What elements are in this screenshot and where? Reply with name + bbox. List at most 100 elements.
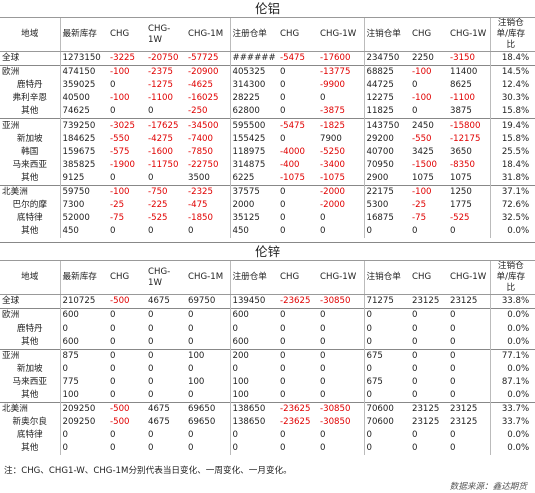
value-cell: 100 xyxy=(232,376,249,387)
value-cell: 0 xyxy=(318,225,365,239)
value-cell: 875 xyxy=(60,348,108,363)
value-cell: 405325 xyxy=(230,65,278,80)
header-cell: CHG-1W xyxy=(318,17,365,52)
value-cell: -4275 xyxy=(148,133,173,144)
value-cell: 59750 xyxy=(60,184,108,200)
data-row: 新加坡 0 0 0 0 0 0 0 0 0 0 0.0% xyxy=(0,362,535,376)
value-cell: -100 xyxy=(108,65,146,80)
value-cell: 23125 xyxy=(448,402,491,417)
value-cell: 0 xyxy=(318,375,365,389)
value-cell: 0 xyxy=(62,323,68,334)
value-cell: 3500 xyxy=(186,171,231,186)
value-cell: 0 xyxy=(412,363,418,374)
value-cell: 450 xyxy=(232,226,249,237)
data-row: 北美洲 209250 -500 4675 69650 138650 -23625 -30850… xyxy=(0,402,535,417)
value-cell: -15800 xyxy=(448,118,491,133)
value-cell: 0.0% xyxy=(490,308,535,323)
value-cell: 0 xyxy=(280,200,286,211)
value-cell: 12275 xyxy=(366,93,394,104)
value-cell: 0 xyxy=(448,225,491,239)
value-cell: 0 xyxy=(366,430,372,441)
value-cell: 600 xyxy=(232,336,249,347)
value-cell: 0 xyxy=(146,348,186,363)
header-row: 地域 最新库存 CHG CHG-1W CHG-1M 注册仓单 CHG CHG-1W 注销仓单 CH… xyxy=(0,260,535,296)
value-cell: -500 xyxy=(108,402,146,417)
header-cell: CHG-1W xyxy=(318,260,365,296)
data-row: 亚洲 739250 -3025 -17625 -34500 595500 -5475 -182… xyxy=(0,118,535,133)
aluminum-table: 伦铝 地域 最新库存 CHG CHG-1W CHG-1M 注册仓单 CHG CHG-1W 注销仓单… xyxy=(0,0,535,239)
value-cell: -3875 xyxy=(318,105,365,119)
value-cell: 0 xyxy=(412,376,418,387)
value-cell: 0 xyxy=(186,322,231,336)
value-cell: -9900 xyxy=(318,79,365,93)
data-row: 其他 100 0 0 0 100 0 0 0 0 0 0.0% xyxy=(0,388,535,403)
value-cell: -2000 xyxy=(318,184,365,200)
section-title: 伦锌 xyxy=(0,242,535,262)
value-cell: 184625 xyxy=(62,133,96,144)
value-cell: 0 xyxy=(110,226,116,237)
value-cell: 2900 xyxy=(366,172,389,183)
value-cell: -525 xyxy=(148,213,168,224)
value-cell: 0 xyxy=(366,363,372,374)
value-cell: 0 xyxy=(110,430,116,441)
value-cell: 0 xyxy=(148,390,154,401)
value-cell: -30850 xyxy=(318,402,365,417)
value-cell: 0 xyxy=(148,226,154,237)
value-cell: -5250 xyxy=(318,145,365,159)
value-cell: 1273150 xyxy=(60,50,108,66)
region-cell: 马来西亚 xyxy=(0,375,61,389)
value-cell: -550 xyxy=(110,133,130,144)
data-row: 底特律 52000 -75 -525 -1850 35125 0 0 16875 -75 -525 3… xyxy=(0,212,535,226)
data-row: 底特律 0 0 0 0 0 0 0 0 0 0 0.0% xyxy=(0,429,535,443)
region-cell: 马来西亚 xyxy=(0,158,61,172)
value-cell: 0 xyxy=(448,335,491,350)
value-cell: 0 xyxy=(448,388,491,403)
data-row: 欧洲 474150 -100 -2375 -20900 405325 0 -13775 6882… xyxy=(0,65,535,80)
region-cell: 全球 xyxy=(0,294,61,309)
value-cell: -23625 xyxy=(278,402,318,417)
value-cell: 0 xyxy=(110,376,116,387)
region-cell: 新加坡 xyxy=(0,362,61,376)
value-cell: -4000 xyxy=(280,146,305,157)
value-cell: 0 xyxy=(318,429,365,443)
value-cell: -1075 xyxy=(318,171,365,186)
region-cell: 其他 xyxy=(0,442,61,456)
data-row: 全球 210725 -500 4675 69750 139450 -23625 -30850 7… xyxy=(0,294,535,309)
data-row: 新奥尔良 209250 -500 4675 69650 138650 -23625 -3085… xyxy=(0,416,535,430)
header-cell: CHG xyxy=(108,260,146,296)
value-cell: 0 xyxy=(412,390,418,401)
region-cell: 北美洲 xyxy=(0,184,61,200)
value-cell: 474150 xyxy=(60,65,108,80)
value-cell: 0 xyxy=(110,80,116,91)
value-cell: 31.8% xyxy=(501,172,530,183)
value-cell: 0 xyxy=(148,443,154,454)
header-cell: 注销仓单 xyxy=(364,17,410,52)
value-cell: 209250 xyxy=(60,402,108,417)
value-cell: 0 xyxy=(146,308,186,323)
header-cell: 最新库存 xyxy=(60,260,108,296)
value-cell: 0 xyxy=(148,172,154,183)
value-cell: 37575 xyxy=(230,184,278,200)
value-cell: 0 xyxy=(278,184,318,200)
data-row: 全球 1273150 -3225 -20750 -57725 ###### -5475 -17… xyxy=(0,50,535,66)
value-cell: -100 xyxy=(410,184,448,200)
value-cell: 33.7% xyxy=(501,417,530,428)
value-cell: 0 xyxy=(148,363,154,374)
region-cell: 底特律 xyxy=(0,212,61,226)
value-cell: 23125 xyxy=(410,294,448,309)
data-row: 鹿特丹 359025 0 -1275 -4625 314300 0 -9900 44725 0 86… xyxy=(0,79,535,93)
value-cell: 0 xyxy=(448,375,491,389)
value-cell: 19.4% xyxy=(490,118,535,133)
value-cell: 0 xyxy=(412,323,418,334)
value-cell: 0 xyxy=(232,323,238,334)
value-cell: -1900 xyxy=(110,159,135,170)
value-cell: -500 xyxy=(108,294,146,309)
value-cell: 0 xyxy=(186,225,231,239)
value-cell: 0 xyxy=(366,323,372,334)
value-cell: 0 xyxy=(318,362,365,376)
zinc-table: 伦锌 地域 最新库存 CHG CHG-1W CHG-1M 注册仓单 CHG CHG-1W 注销仓单… xyxy=(0,242,535,456)
value-cell: 32.5% xyxy=(501,213,530,224)
value-cell: 0 xyxy=(412,443,418,454)
value-cell: 0 xyxy=(412,106,418,117)
value-cell: 0 xyxy=(280,443,286,454)
